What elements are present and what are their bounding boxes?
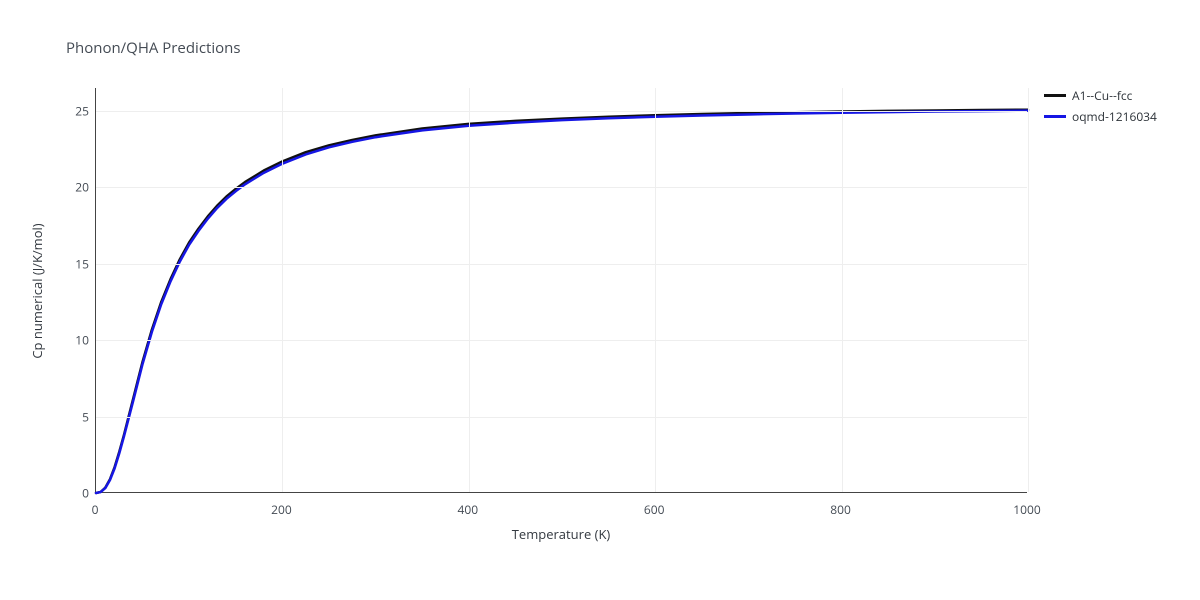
x-tick-label: 600	[644, 501, 665, 518]
y-tick-label: 15	[67, 255, 89, 272]
legend-label: A1--Cu--fcc	[1072, 87, 1132, 104]
gridline-horizontal	[96, 111, 1027, 112]
gridline-vertical	[842, 88, 843, 492]
legend-swatch	[1044, 115, 1066, 118]
gridline-vertical	[655, 88, 656, 492]
chart-title: Phonon/QHA Predictions	[66, 38, 241, 58]
y-tick-label: 20	[67, 179, 89, 196]
y-tick-label: 25	[67, 102, 89, 119]
chart-lines	[96, 88, 1028, 493]
legend-label: oqmd-1216034	[1072, 108, 1157, 125]
x-tick-label: 400	[458, 501, 479, 518]
gridline-horizontal	[96, 187, 1027, 188]
legend-item[interactable]: oqmd-1216034	[1044, 108, 1157, 125]
y-tick-label: 0	[67, 485, 89, 502]
gridline-horizontal	[96, 340, 1027, 341]
gridline-vertical	[469, 88, 470, 492]
x-axis-label: Temperature (K)	[512, 525, 611, 543]
gridline-horizontal	[96, 417, 1027, 418]
x-tick-label: 200	[271, 501, 292, 518]
legend: A1--Cu--fcc oqmd-1216034	[1044, 87, 1157, 129]
x-tick-label: 0	[92, 501, 99, 518]
y-tick-label: 5	[67, 408, 89, 425]
legend-item[interactable]: A1--Cu--fcc	[1044, 87, 1157, 104]
gridline-vertical	[282, 88, 283, 492]
x-tick-label: 1000	[1013, 501, 1040, 518]
plot-area	[95, 88, 1027, 493]
gridline-horizontal	[96, 264, 1027, 265]
legend-swatch	[1044, 94, 1066, 97]
series-line	[96, 110, 1028, 493]
x-tick-label: 800	[830, 501, 851, 518]
gridline-vertical	[1028, 88, 1029, 492]
y-tick-label: 10	[67, 332, 89, 349]
series-line	[96, 111, 1028, 493]
y-axis-label: Cp numerical (J/K/mol)	[28, 223, 46, 358]
